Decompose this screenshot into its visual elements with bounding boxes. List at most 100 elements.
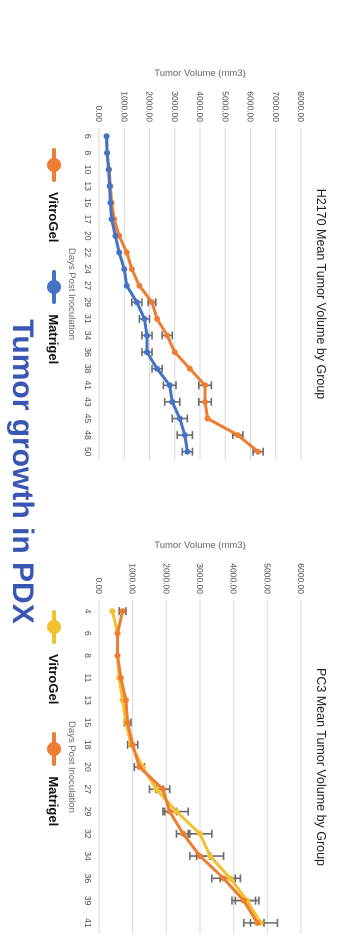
data-point bbox=[197, 830, 203, 837]
data-point bbox=[154, 365, 161, 372]
data-point bbox=[105, 166, 112, 173]
x-tick-label: 8 bbox=[83, 151, 93, 156]
data-point bbox=[169, 398, 176, 405]
x-axis-title: Days Post Inoculation bbox=[66, 721, 77, 813]
data-point bbox=[176, 415, 183, 422]
data-point bbox=[202, 382, 209, 389]
legend-item-matrigel: Matrigel bbox=[47, 732, 62, 826]
data-point bbox=[202, 398, 209, 405]
data-point bbox=[122, 697, 129, 704]
x-tick-label: 38 bbox=[83, 364, 93, 374]
data-point bbox=[254, 919, 261, 926]
legend-item-vitrogel: VitroGel bbox=[47, 148, 62, 242]
chart-title: H2170 Mean Tumor Volume by Group bbox=[314, 189, 328, 400]
y-tick-label: 3000.00 bbox=[170, 91, 180, 122]
data-point bbox=[207, 853, 214, 860]
data-point bbox=[143, 332, 150, 339]
data-point bbox=[141, 315, 148, 322]
data-point bbox=[186, 365, 193, 372]
legend-marker bbox=[47, 148, 61, 182]
y-tick-label: 0.00 bbox=[94, 105, 104, 122]
y-axis-title: Tumor Volume (mm3) bbox=[154, 540, 246, 551]
data-point bbox=[234, 432, 241, 439]
data-point bbox=[106, 183, 113, 190]
data-point bbox=[114, 652, 121, 659]
legend-marker bbox=[47, 270, 61, 305]
data-point bbox=[154, 315, 161, 322]
pc3-chart: PC3 Mean Tumor Volume by Group 0.00 1000.0… bbox=[66, 540, 328, 934]
x-tick-label: 48 bbox=[83, 430, 93, 440]
data-point bbox=[149, 299, 156, 306]
series-line bbox=[105, 136, 260, 453]
x-tick-label: 45 bbox=[83, 414, 93, 424]
x-tick-label: 41 bbox=[83, 381, 93, 391]
data-point bbox=[114, 630, 121, 637]
y-tick-label: 2000.00 bbox=[145, 91, 155, 122]
data-point bbox=[129, 741, 136, 748]
data-point bbox=[143, 349, 150, 356]
data-point bbox=[184, 448, 191, 455]
data-point bbox=[227, 875, 234, 882]
data-point bbox=[204, 415, 211, 422]
data-point bbox=[124, 719, 131, 726]
x-tick-label: 10 bbox=[83, 165, 93, 175]
x-tick-label: 17 bbox=[83, 215, 93, 225]
data-point bbox=[121, 266, 128, 273]
y-tick-label: 8000.00 bbox=[296, 91, 306, 122]
legend-label: Matrigel bbox=[46, 776, 62, 827]
data-point bbox=[171, 349, 178, 356]
data-point bbox=[107, 199, 114, 206]
data-point bbox=[240, 897, 247, 904]
x-tick-label: 22 bbox=[83, 248, 93, 258]
x-tick-label: 15 bbox=[83, 718, 93, 728]
data-point bbox=[123, 282, 130, 289]
x-tick-label: 13 bbox=[83, 181, 93, 191]
y-tick-label: 7000.00 bbox=[271, 91, 281, 122]
data-point bbox=[220, 875, 227, 882]
x-tick-label: 50 bbox=[83, 447, 93, 457]
x-tick-label: 34 bbox=[83, 851, 93, 861]
y-tick-label: 1000.00 bbox=[119, 91, 129, 122]
x-tick-label: 31 bbox=[83, 314, 93, 324]
x-tick-label: 11 bbox=[83, 674, 93, 683]
data-point bbox=[153, 786, 160, 793]
legend-label: VitroGel bbox=[46, 192, 62, 243]
legend-item-vitrogel: VitroGel bbox=[47, 610, 62, 704]
pc3-legend: VitroGel Matrigel bbox=[39, 610, 69, 854]
data-point bbox=[255, 448, 262, 455]
y-tick-label: 3000.00 bbox=[195, 563, 205, 594]
legend-dot bbox=[47, 742, 61, 757]
x-tick-label: 6 bbox=[83, 134, 93, 139]
y-tick-label: 0.00 bbox=[94, 577, 104, 594]
data-point bbox=[166, 382, 173, 389]
data-point bbox=[128, 266, 135, 273]
legend-dot bbox=[47, 280, 61, 295]
x-tick-label: 20 bbox=[83, 762, 93, 772]
data-point bbox=[136, 764, 143, 770]
y-tick-label: 1000.00 bbox=[128, 563, 138, 594]
y-tick-label: 5000.00 bbox=[220, 91, 230, 122]
y-axis-title: Tumor Volume (mm3) bbox=[154, 68, 246, 79]
data-point bbox=[112, 232, 119, 239]
data-point bbox=[173, 808, 180, 815]
x-tick-label: 43 bbox=[83, 397, 93, 407]
legend-label: VitroGel bbox=[46, 654, 62, 705]
x-tick-label: 32 bbox=[83, 829, 93, 839]
x-tick-label: 39 bbox=[83, 896, 93, 906]
data-point bbox=[123, 249, 130, 256]
x-tick-label: 27 bbox=[83, 785, 93, 795]
y-tick-label: 2000.00 bbox=[161, 563, 171, 594]
x-tick-label: 29 bbox=[83, 298, 93, 308]
x-tick-label: 41 bbox=[83, 918, 93, 928]
x-tick-label: 18 bbox=[83, 740, 93, 750]
data-point bbox=[109, 608, 116, 615]
x-tick-label: 27 bbox=[83, 281, 93, 291]
y-tick-label: 6000.00 bbox=[246, 91, 256, 122]
x-tick-label: 8 bbox=[83, 653, 93, 658]
legend-item-matrigel: Matrigel bbox=[47, 270, 62, 364]
x-tick-label: 13 bbox=[83, 695, 93, 705]
data-point bbox=[104, 149, 111, 156]
x-tick-label: 34 bbox=[83, 331, 93, 341]
data-point bbox=[103, 133, 110, 140]
x-tick-label: 4 bbox=[83, 609, 93, 614]
